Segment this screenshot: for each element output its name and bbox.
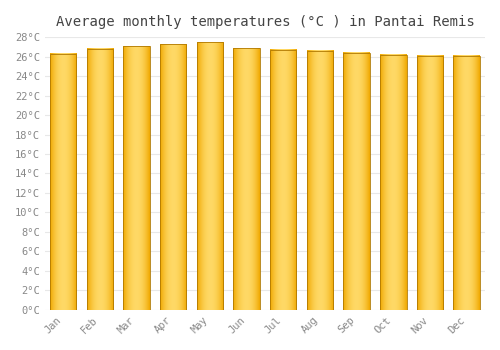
Bar xyxy=(86,49,113,310)
Bar xyxy=(417,56,443,310)
Bar xyxy=(124,46,150,310)
Bar xyxy=(380,55,406,310)
Bar xyxy=(306,51,333,310)
Bar xyxy=(160,44,186,310)
Bar xyxy=(270,50,296,310)
Bar xyxy=(454,56,480,310)
Title: Average monthly temperatures (°C ) in Pantai Remis: Average monthly temperatures (°C ) in Pa… xyxy=(56,15,474,29)
Bar xyxy=(344,53,370,310)
Bar xyxy=(196,42,223,310)
Bar xyxy=(234,48,260,310)
Bar xyxy=(50,54,76,310)
